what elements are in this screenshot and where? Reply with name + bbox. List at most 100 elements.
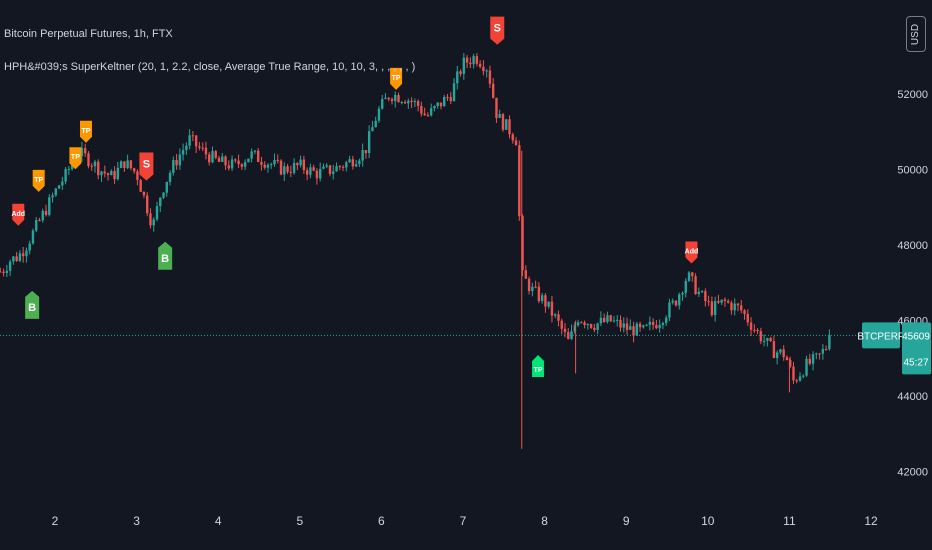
- candle-body: [410, 100, 413, 103]
- candle-body: [717, 301, 720, 303]
- candle-body: [87, 153, 90, 166]
- candle-body: [159, 197, 162, 207]
- candle-body: [80, 148, 84, 157]
- signal-marker-tp[interactable]: [32, 169, 45, 192]
- signal-marker-buy[interactable]: [25, 290, 40, 319]
- candle-body: [452, 83, 456, 102]
- candle-body: [521, 216, 524, 271]
- candle-body: [374, 120, 377, 128]
- signal-marker-sell[interactable]: [490, 16, 505, 45]
- candle-body: [279, 160, 283, 175]
- candle-body: [707, 301, 710, 303]
- candle-body: [0, 271, 2, 273]
- signal-label: TP: [34, 177, 43, 184]
- candle-body: [798, 376, 802, 381]
- candle-body: [446, 96, 449, 98]
- signal-marker-sell[interactable]: [685, 241, 698, 264]
- signal-marker-sell[interactable]: [139, 152, 154, 181]
- candle-body: [756, 329, 759, 332]
- x-tick-label: 10: [701, 514, 715, 528]
- candle-body: [38, 220, 41, 222]
- candle-body: [645, 324, 648, 326]
- candle-body: [713, 301, 717, 316]
- candle-body: [596, 323, 599, 331]
- candle-body: [250, 151, 253, 159]
- candle-body: [390, 99, 394, 102]
- signal-marker-tp_cover[interactable]: [532, 355, 545, 378]
- candle-body: [589, 324, 593, 328]
- candle-body: [567, 332, 570, 340]
- signal-label: TP: [392, 75, 401, 82]
- signal-marker-sell[interactable]: [12, 203, 25, 226]
- candle-body: [214, 151, 217, 158]
- candle-body: [694, 276, 697, 295]
- candle-body: [573, 325, 576, 332]
- candle-body: [727, 300, 730, 303]
- candle-body: [740, 305, 743, 311]
- candle-body: [44, 211, 48, 215]
- signal-label: B: [161, 253, 169, 265]
- candle-body: [736, 303, 740, 306]
- candle-body: [436, 102, 439, 106]
- candle-body: [309, 167, 312, 175]
- candle-body: [292, 163, 296, 173]
- candle-body: [358, 160, 361, 165]
- indicator-legend[interactable]: HPH&#039;s SuperKeltner (20, 1, 2.2, clo…: [4, 61, 416, 73]
- candle-body: [67, 168, 71, 170]
- candle-body: [749, 322, 753, 330]
- signal-marker-buy[interactable]: [158, 241, 173, 270]
- y-tick-label: 48000: [897, 240, 928, 252]
- candle-body: [5, 270, 9, 273]
- candle-body: [204, 147, 208, 155]
- candle-body: [465, 57, 469, 63]
- candle-body: [632, 326, 635, 336]
- candle-body: [691, 272, 694, 277]
- candle-body: [243, 162, 247, 167]
- candle-body: [674, 300, 678, 306]
- signal-label: B: [28, 302, 36, 314]
- candle-body: [322, 166, 325, 169]
- candle-body: [511, 134, 514, 141]
- currency-badge[interactable]: USD: [906, 16, 926, 52]
- signal-label: Add: [685, 249, 699, 256]
- candle-body: [420, 105, 423, 114]
- candle-body: [795, 380, 798, 382]
- x-tick-label: 7: [460, 514, 467, 528]
- price-tag[interactable]: [902, 322, 931, 375]
- candle-body: [325, 165, 328, 167]
- chart-title[interactable]: Bitcoin Perpetual Futures, 1h, FTX: [4, 28, 173, 40]
- candle-body: [338, 166, 341, 168]
- candle-body: [113, 171, 116, 180]
- candle-body: [619, 319, 622, 328]
- candle-body: [270, 164, 273, 166]
- candle-body: [743, 310, 746, 314]
- candle-body: [162, 192, 165, 198]
- candle-body: [168, 172, 172, 182]
- candle-body: [700, 291, 704, 293]
- candle-body: [354, 164, 358, 167]
- candle-body: [305, 170, 309, 175]
- candle-body: [198, 146, 201, 148]
- candle-body: [622, 323, 625, 328]
- signal-marker-tp[interactable]: [69, 147, 82, 170]
- candle-body: [21, 253, 25, 257]
- candle-body: [230, 159, 234, 169]
- candle-body: [227, 165, 231, 169]
- x-tick-label: 9: [623, 514, 630, 528]
- signal-marker-tp[interactable]: [390, 67, 403, 90]
- candle-body: [181, 150, 185, 155]
- candle-body: [31, 230, 35, 244]
- candle-body: [371, 127, 374, 132]
- signal-marker-tp[interactable]: [80, 120, 93, 143]
- candle-body: [48, 197, 51, 215]
- candle-body: [678, 294, 681, 306]
- candle-body: [491, 83, 495, 98]
- candle-body: [416, 101, 420, 106]
- symbol-tag[interactable]: [862, 322, 900, 349]
- candle-body: [403, 102, 407, 104]
- candle-body: [100, 171, 103, 176]
- candle-body: [785, 357, 789, 361]
- candle-body: [570, 331, 573, 340]
